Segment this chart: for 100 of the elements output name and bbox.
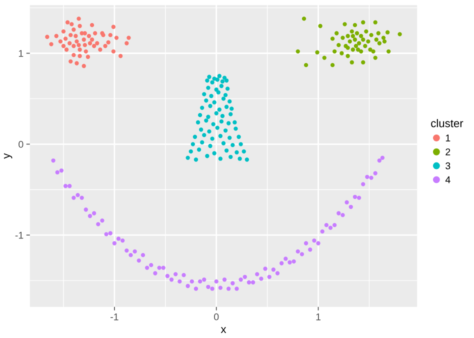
point (374, 38, 378, 42)
point (76, 16, 81, 21)
point (114, 36, 119, 40)
y-axis-title: y (4, 153, 12, 159)
point (330, 62, 335, 68)
point (63, 36, 68, 41)
point (78, 48, 82, 52)
point (350, 48, 355, 52)
point (386, 49, 391, 54)
point (342, 22, 347, 26)
point (49, 42, 54, 46)
point (74, 39, 79, 44)
point (330, 36, 335, 41)
point (352, 22, 358, 28)
point (72, 52, 76, 58)
point (106, 40, 110, 44)
point (65, 20, 70, 24)
point (350, 60, 354, 64)
point (72, 44, 76, 48)
point (61, 44, 66, 48)
point (350, 34, 355, 38)
point (124, 41, 129, 46)
x-axis-title: x (220, 327, 226, 334)
legend-label: 2 (446, 148, 450, 156)
point (358, 49, 364, 54)
point (354, 31, 360, 36)
point (334, 31, 339, 36)
point (90, 22, 94, 28)
point (348, 39, 352, 44)
point (93, 31, 98, 36)
point (346, 34, 350, 38)
point (82, 42, 87, 48)
x-tick-label: -1 (110, 314, 118, 320)
point (98, 48, 102, 52)
point (352, 38, 358, 42)
point (58, 39, 63, 44)
point (356, 48, 360, 52)
point (61, 29, 66, 34)
point (361, 60, 366, 64)
point (371, 49, 376, 54)
point (318, 24, 322, 28)
point (398, 32, 402, 36)
point (95, 41, 100, 46)
x-tick-label: 1 (316, 314, 320, 320)
point (356, 41, 362, 46)
point (82, 38, 86, 42)
point (377, 41, 382, 46)
point (358, 34, 364, 38)
point (68, 32, 73, 38)
point (322, 56, 326, 60)
point (82, 31, 87, 36)
point (82, 64, 86, 68)
point (84, 49, 88, 54)
point (78, 24, 82, 28)
y-tick-label: 0 (18, 140, 24, 148)
point (385, 30, 390, 34)
legend-label: 1 (446, 134, 450, 142)
point (118, 54, 123, 58)
point (363, 44, 368, 48)
point (373, 20, 378, 24)
point (126, 36, 131, 40)
point (64, 48, 69, 52)
x-tick-label: 0 (214, 313, 219, 320)
point (376, 31, 380, 36)
point (108, 32, 112, 38)
point (350, 29, 354, 34)
point (315, 50, 320, 54)
point (72, 28, 76, 32)
point (304, 62, 308, 68)
point (70, 22, 74, 26)
point (86, 34, 92, 38)
point (68, 59, 73, 64)
legend-label: 3 (446, 162, 450, 170)
point (302, 16, 306, 21)
point (381, 36, 386, 40)
point (340, 51, 344, 56)
point (45, 34, 50, 39)
legend-title: cluster (431, 119, 464, 128)
point (354, 44, 358, 48)
point (86, 54, 90, 59)
point (373, 56, 378, 60)
y-tick-label: -1 (15, 232, 24, 239)
point (340, 36, 345, 40)
legend-label: 4 (445, 176, 450, 184)
point (76, 42, 81, 48)
point (88, 41, 92, 46)
point (78, 54, 82, 58)
y-tick-label: 1 (18, 50, 24, 57)
point (361, 38, 366, 42)
point (90, 38, 94, 42)
point (92, 44, 96, 48)
point (111, 49, 116, 54)
point (68, 41, 72, 46)
point (54, 34, 58, 38)
point (369, 32, 374, 38)
point (332, 49, 337, 54)
point (366, 39, 370, 44)
point (336, 42, 341, 48)
point (103, 44, 108, 48)
point (382, 39, 387, 44)
